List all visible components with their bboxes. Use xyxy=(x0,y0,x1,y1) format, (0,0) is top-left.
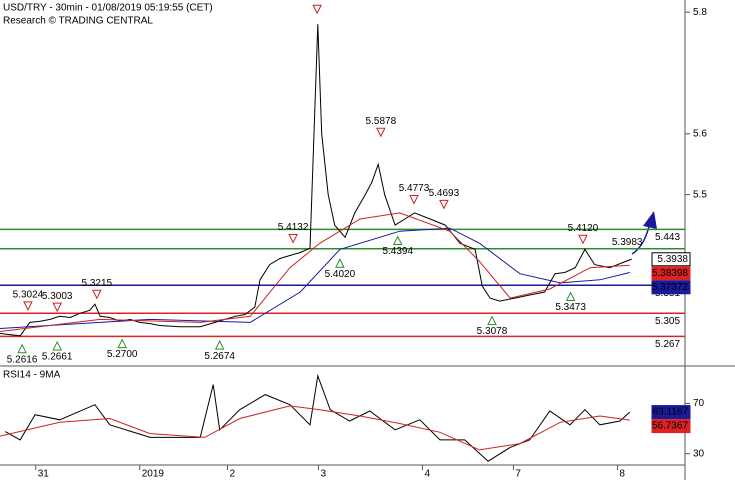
annotation-label: 5.3024 xyxy=(13,290,44,301)
projection-arrowhead xyxy=(643,211,657,229)
y-tick-label: 5.5 xyxy=(693,189,707,200)
annotation-label: 5.3078 xyxy=(477,326,508,337)
level-label: 5.267 xyxy=(655,339,680,350)
annotation-label: 5.2616 xyxy=(7,354,38,365)
x-tick-label: 7 xyxy=(515,469,521,480)
annotation-label: 5.4120 xyxy=(568,223,599,234)
support-marker xyxy=(487,315,497,326)
annotation-label: 5.3003 xyxy=(42,291,73,302)
annotation-label: 5.3473 xyxy=(555,302,586,313)
price-tag xyxy=(651,280,691,295)
annotation-label: 5.2700 xyxy=(107,349,138,360)
support-marker xyxy=(214,340,225,350)
series-line xyxy=(0,227,630,329)
support-marker xyxy=(392,235,403,246)
resistance-marker xyxy=(288,233,298,244)
y-tick-label: 30 xyxy=(693,448,705,459)
price-tag xyxy=(651,419,691,434)
annotation-label: 5.4693 xyxy=(429,188,460,199)
annotation-label: 5.4020 xyxy=(325,269,356,280)
annotation-label: 5.2674 xyxy=(204,351,235,362)
chart-title: USD/TRY - 30min - 01/08/2019 05:19:55 (C… xyxy=(3,3,213,14)
level-label: 5.305 xyxy=(655,316,680,327)
annotation-label: 5.2661 xyxy=(42,352,73,363)
support-marker xyxy=(565,291,576,302)
chart-subtitle: Research © TRADING CENTRAL xyxy=(3,16,153,27)
annotation-label: 5.5878 xyxy=(366,116,397,127)
annotation-label: 5.4132 xyxy=(278,222,309,233)
price-tag xyxy=(651,266,691,281)
x-tick-label: 31 xyxy=(38,469,50,480)
x-tick-label: 3 xyxy=(320,469,326,480)
resistance-marker xyxy=(23,301,33,311)
x-tick-label: 2 xyxy=(229,469,235,480)
support-marker xyxy=(117,338,127,349)
series-line xyxy=(0,24,632,337)
support-marker xyxy=(52,340,63,351)
series-line xyxy=(4,373,631,462)
x-tick-label: 4 xyxy=(424,469,430,480)
support-marker xyxy=(17,343,27,354)
price-tag xyxy=(651,252,691,267)
series-line xyxy=(0,212,630,332)
annotation-label: 5.3983 xyxy=(612,237,643,248)
price-tag-label: 5.3938 xyxy=(657,254,688,265)
price-tag-label: 5.38398 xyxy=(652,268,689,279)
resistance-marker xyxy=(578,234,588,245)
x-tick-label: 2019 xyxy=(142,469,165,480)
x-tick-label: 8 xyxy=(619,469,625,480)
annotation-label: 5.3215 xyxy=(82,278,113,289)
panel-title: RSI14 - 9MA xyxy=(3,370,61,381)
series-line xyxy=(0,405,630,451)
y-tick-label: 5.6 xyxy=(693,128,707,139)
price-tag xyxy=(651,405,691,420)
support-marker xyxy=(335,258,345,268)
resistance-marker xyxy=(409,194,419,205)
y-tick-label: 70 xyxy=(693,398,705,409)
level-label: 5.443 xyxy=(655,232,680,243)
resistance-marker xyxy=(92,289,102,300)
resistance-marker xyxy=(312,4,322,15)
annotation-label: 5.4773 xyxy=(399,183,430,194)
price-tag-label: 5.37372 xyxy=(652,282,689,293)
price-tag-label: 56.7367 xyxy=(652,421,689,432)
resistance-marker xyxy=(439,199,449,210)
annotation-label: 5.4394 xyxy=(382,246,413,257)
resistance-marker xyxy=(376,127,386,138)
y-tick-label: 5.8 xyxy=(693,7,707,18)
price-tag-label: 63.1167 xyxy=(653,407,689,418)
resistance-marker xyxy=(52,302,63,313)
